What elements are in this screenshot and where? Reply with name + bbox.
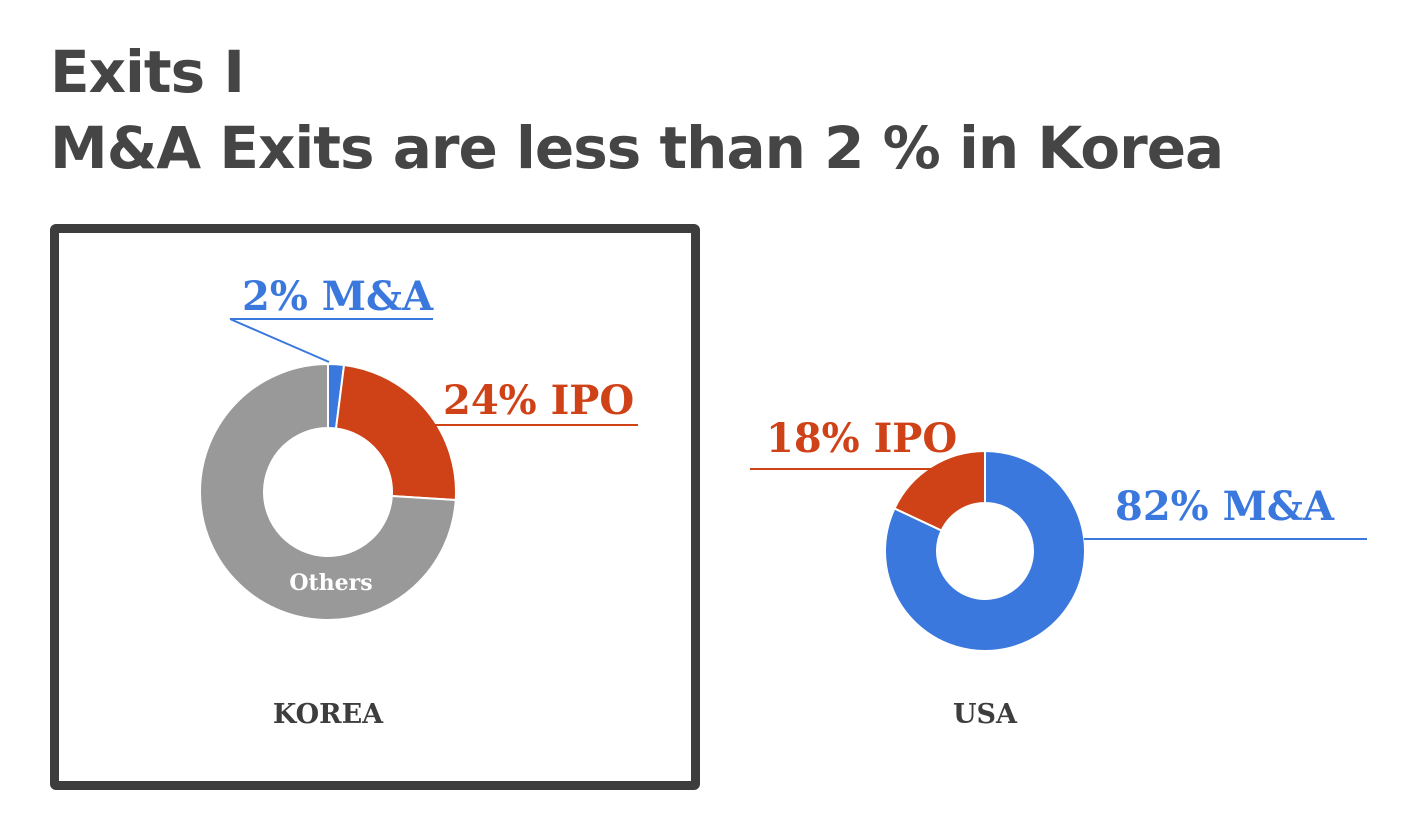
korea-highlight-frame [50,224,700,790]
korea-country-label: KOREA [273,699,384,730]
korea-ipo-slice [334,363,457,502]
korea-others-slice [199,362,457,621]
korea-ma-label: 2% M&A [242,273,434,320]
usa-donut-chart [884,449,1086,652]
korea-ma-leader-line-diagonal [229,318,330,363]
slide-title: Exits I M&A Exits are less than 2 % in K… [50,34,1224,186]
usa-ipo-slice [893,449,986,532]
title-line-1: Exits I [50,38,245,106]
korea-ipo-label: 24% IPO [443,377,634,424]
usa-ipo-label: 18% IPO [766,415,957,462]
korea-donut-chart [199,362,457,621]
korea-others-label: Others [289,570,372,596]
usa-ma-label: 82% M&A [1115,483,1335,530]
usa-country-label: USA [953,699,1018,730]
title-line-2: M&A Exits are less than 2 % in Korea [50,114,1224,182]
